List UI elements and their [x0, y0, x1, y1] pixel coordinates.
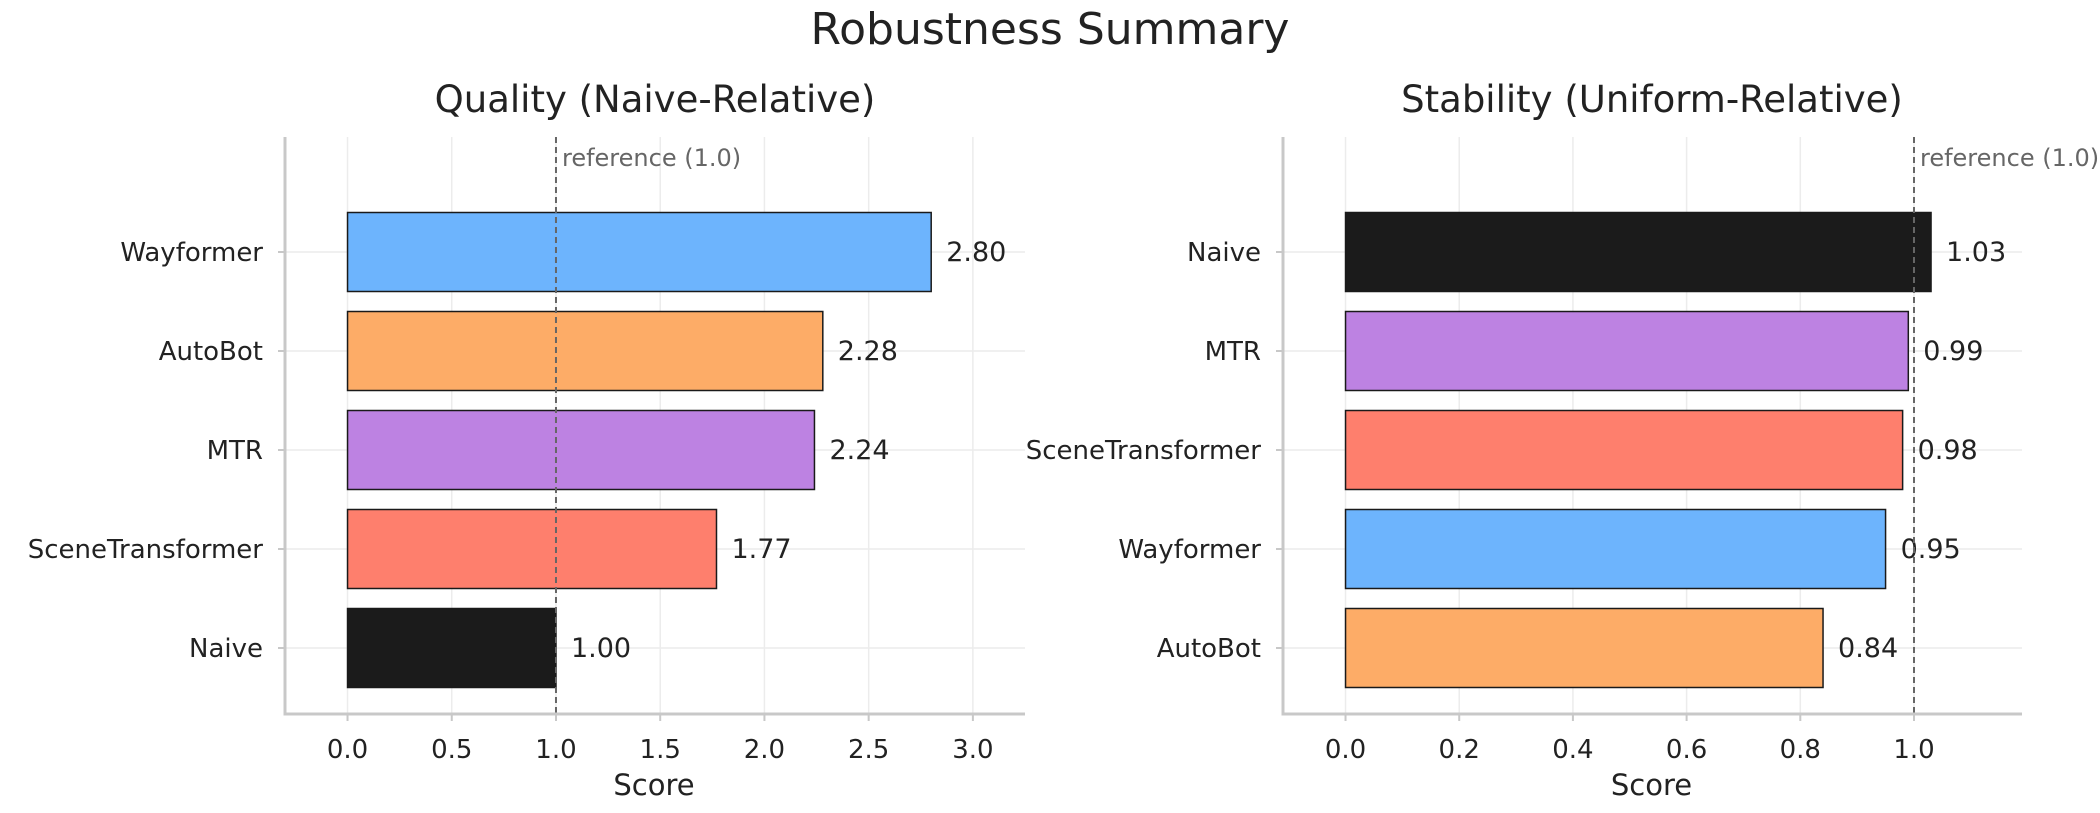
x-tick-label: 1.5 [640, 735, 681, 765]
reference-label: reference (1.0) [1920, 144, 2099, 172]
category-label-mtr: MTR [1205, 337, 1261, 367]
x-tick-label: 0.8 [1780, 735, 1821, 765]
bar-wayformer [346, 211, 932, 293]
bar-autobot [1344, 607, 1824, 689]
category-label-wayformer: Wayformer [1118, 535, 1261, 565]
reference-label: reference (1.0) [562, 144, 741, 172]
bar-scenetransformer [346, 508, 718, 590]
x-tick-label: 0.4 [1552, 735, 1593, 765]
value-label-mtr: 0.99 [1923, 336, 1983, 367]
figure-title: Robustness Summary [811, 4, 1290, 55]
category-label-wayformer: Wayformer [120, 238, 263, 268]
category-label-scenetransformer: SceneTransformer [28, 535, 264, 565]
x-tick-label: 3.0 [952, 735, 993, 765]
x-tick-label: 0.0 [327, 735, 368, 765]
category-label-mtr: MTR [207, 436, 263, 466]
category-label-naive: Naive [189, 634, 263, 664]
bar-mtr [1344, 310, 1910, 392]
x-axis-label: Score [613, 768, 694, 802]
x-tick-label: 0.5 [431, 735, 472, 765]
value-label-wayformer: 0.95 [1901, 534, 1961, 565]
chart-title: Stability (Uniform-Relative) [1401, 78, 1903, 121]
value-label-autobot: 0.84 [1838, 633, 1898, 664]
value-label-naive: 1.03 [1946, 237, 2006, 268]
value-label-wayformer: 2.80 [946, 237, 1006, 268]
bar-naive [1344, 211, 1932, 293]
x-tick-label: 0.6 [1666, 735, 1707, 765]
category-label-naive: Naive [1187, 238, 1261, 268]
x-tick-label: 2.5 [848, 735, 889, 765]
bar-wayformer [1344, 508, 1887, 590]
x-tick-label: 2.0 [744, 735, 785, 765]
bar-naive [346, 607, 557, 689]
x-tick-label: 1.0 [535, 735, 576, 765]
bar-autobot [346, 310, 824, 392]
value-label-scenetransformer: 0.98 [1918, 435, 1978, 466]
x-tick-label: 0.2 [1439, 735, 1480, 765]
value-label-scenetransformer: 1.77 [731, 534, 791, 565]
value-label-autobot: 2.28 [838, 336, 898, 367]
bar-mtr [346, 409, 816, 491]
x-tick-label: 1.0 [1893, 735, 1934, 765]
value-label-naive: 1.00 [571, 633, 631, 664]
value-label-mtr: 2.24 [829, 435, 889, 466]
category-label-autobot: AutoBot [1157, 634, 1261, 664]
x-tick-label: 0.0 [1325, 735, 1366, 765]
category-label-scenetransformer: SceneTransformer [1026, 436, 1262, 466]
quality-chart: Quality (Naive-Relative) 0.0 0.5 1.0 1.5 2.0 2… [28, 78, 1025, 802]
chart-title: Quality (Naive-Relative) [435, 78, 876, 121]
stability-chart: Stability (Uniform-Relative) 0.0 0.2 0.4 0.6… [1026, 78, 2099, 802]
x-axis-label: Score [1611, 768, 1692, 802]
category-label-autobot: AutoBot [159, 337, 263, 367]
bar-scenetransformer [1344, 409, 1904, 491]
